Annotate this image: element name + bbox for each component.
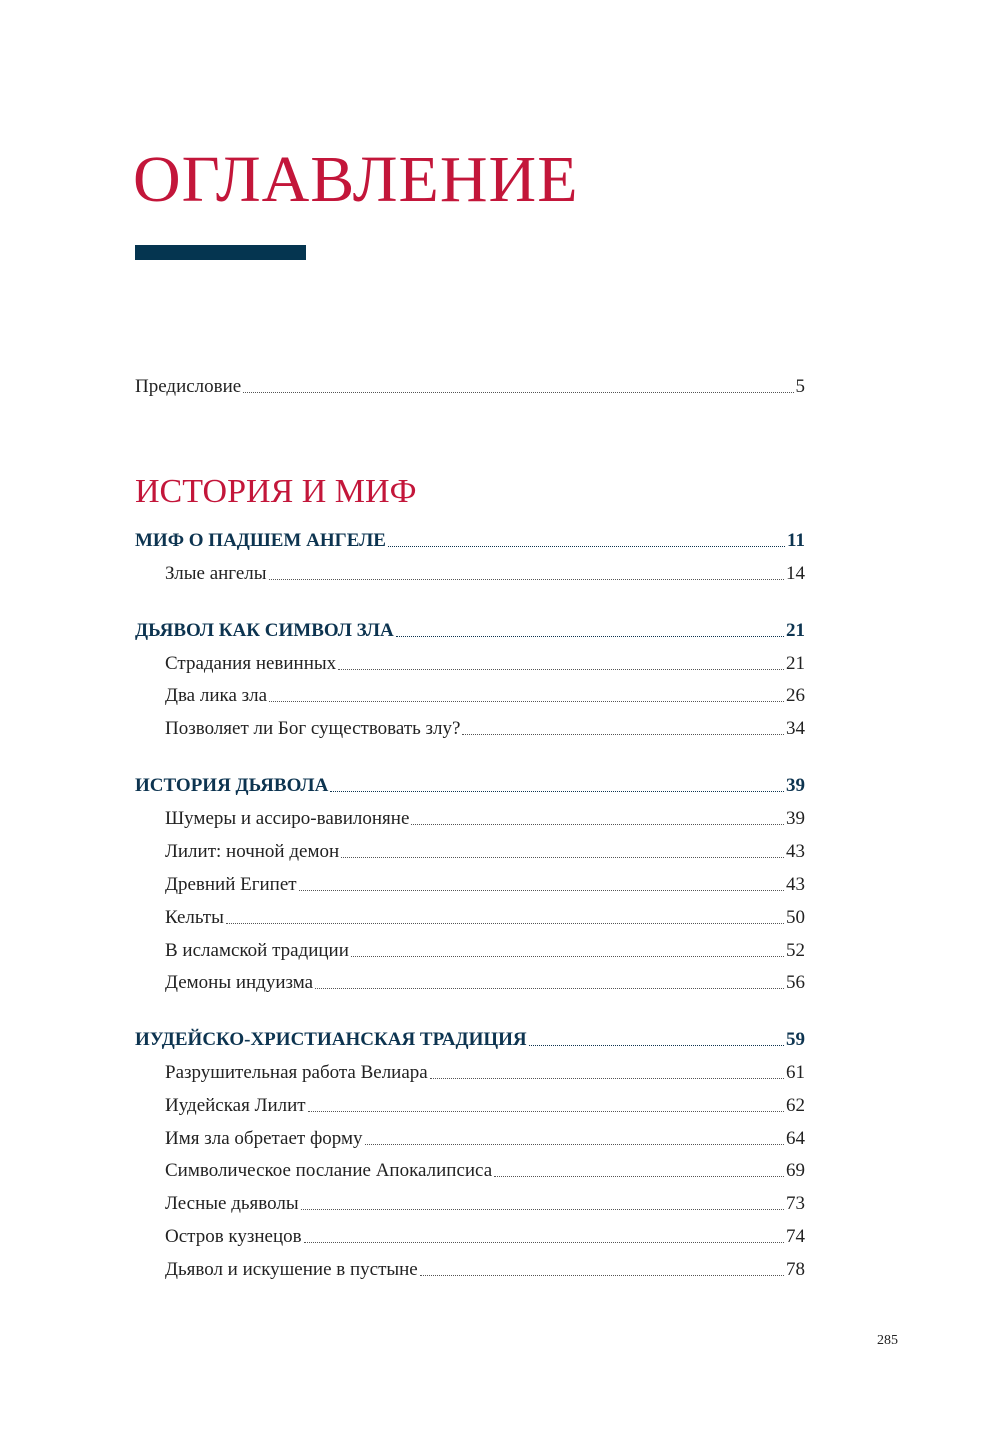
dot-leader bbox=[364, 1144, 784, 1145]
dot-leader bbox=[528, 1045, 784, 1046]
entry-page: 78 bbox=[786, 1259, 805, 1280]
toc-entry[interactable]: Демоны индуизма 56 bbox=[165, 968, 805, 994]
entry-label: ДЬЯВОЛ КАК СИМВОЛ ЗЛА bbox=[135, 620, 394, 641]
entry-page: 69 bbox=[786, 1160, 805, 1181]
accent-bar bbox=[135, 245, 306, 260]
toc-entry[interactable]: Разрушительная работа Велиара 61 bbox=[165, 1058, 805, 1084]
dot-leader bbox=[429, 1078, 784, 1079]
entry-page: 64 bbox=[786, 1128, 805, 1149]
entry-page: 11 bbox=[787, 530, 805, 551]
entry-page: 56 bbox=[786, 972, 805, 993]
entry-label: Иудейская Лилит bbox=[165, 1095, 306, 1116]
entry-page: 21 bbox=[786, 653, 805, 674]
toc-entry[interactable]: Древний Египет 43 bbox=[165, 870, 805, 896]
entry-label: Древний Египет bbox=[165, 874, 297, 895]
entry-page: 43 bbox=[786, 874, 805, 895]
entry-label: Предисловие bbox=[135, 376, 242, 397]
dot-leader bbox=[269, 701, 784, 702]
toc-entry[interactable]: Кельты 50 bbox=[165, 903, 805, 929]
entry-page: 14 bbox=[786, 563, 805, 584]
entry-page: 39 bbox=[786, 775, 805, 796]
entry-label: Кельты bbox=[165, 907, 224, 928]
toc-entry[interactable]: Позволяет ли Бог существовать злу? 34 bbox=[165, 714, 805, 740]
toc-chapter[interactable]: ДЬЯВОЛ КАК СИМВОЛ ЗЛА 21 bbox=[135, 616, 805, 642]
entry-label: Злые ангелы bbox=[165, 563, 267, 584]
entry-page: 61 bbox=[786, 1062, 805, 1083]
dot-leader bbox=[225, 923, 784, 924]
dot-leader bbox=[268, 579, 784, 580]
toc-entry[interactable]: Лесные дьяволы 73 bbox=[165, 1189, 805, 1215]
entry-label: Лесные дьяволы bbox=[165, 1193, 299, 1214]
entry-page: 50 bbox=[786, 907, 805, 928]
entry-page: 73 bbox=[786, 1193, 805, 1214]
section-heading: ИСТОРИЯ И МИФ bbox=[135, 473, 417, 510]
dot-leader bbox=[315, 988, 784, 989]
toc-entry[interactable]: Иудейская Лилит 62 bbox=[165, 1091, 805, 1117]
toc-entry[interactable]: Остров кузнецов 74 bbox=[165, 1222, 805, 1248]
entry-page: 43 bbox=[786, 841, 805, 862]
entry-label: МИФ О ПАДШЕМ АНГЕЛЕ bbox=[135, 530, 386, 551]
dot-leader bbox=[243, 392, 794, 393]
entry-page: 59 bbox=[786, 1029, 805, 1050]
toc-entry[interactable]: В исламской традиции 52 bbox=[165, 936, 805, 962]
page-number: 285 bbox=[877, 1333, 898, 1348]
toc-chapter[interactable]: ИУДЕЙСКО-ХРИСТИАНСКАЯ ТРАДИЦИЯ 59 bbox=[135, 1025, 805, 1051]
entry-label: Имя зла обретает форму bbox=[165, 1128, 363, 1149]
dot-leader bbox=[300, 1209, 784, 1210]
entry-label: Позволяет ли Бог существовать злу? bbox=[165, 718, 461, 739]
page-title: ОГЛАВЛЕНИЕ bbox=[133, 143, 579, 216]
entry-label: Два лика зла bbox=[165, 685, 268, 706]
entry-page: 39 bbox=[786, 808, 805, 829]
entry-page: 52 bbox=[786, 940, 805, 961]
entry-page: 74 bbox=[786, 1226, 805, 1247]
toc-entry[interactable]: Злые ангелы 14 bbox=[165, 559, 805, 585]
dot-leader bbox=[494, 1176, 784, 1177]
dot-leader bbox=[350, 956, 784, 957]
entry-label: ИСТОРИЯ ДЬЯВОЛА bbox=[135, 775, 329, 796]
toc-entry[interactable]: Два лика зла 26 bbox=[165, 681, 805, 707]
entry-label: Шумеры и ассиро-вавилоняне bbox=[165, 808, 410, 829]
toc-entry[interactable]: Дьявол и искушение в пустыне 78 bbox=[165, 1255, 805, 1281]
toc-entry[interactable]: Имя зла обретает форму 64 bbox=[165, 1124, 805, 1150]
dot-leader bbox=[411, 824, 784, 825]
toc-entry[interactable]: Символическое послание Апокалипсиса 69 bbox=[165, 1156, 805, 1182]
toc-entry[interactable]: Шумеры и ассиро-вавилоняне 39 bbox=[165, 804, 805, 830]
entry-label: Демоны индуизма bbox=[165, 972, 314, 993]
dot-leader bbox=[307, 1111, 784, 1112]
dot-leader bbox=[462, 734, 784, 735]
dot-leader bbox=[298, 890, 784, 891]
dot-leader bbox=[303, 1242, 784, 1243]
entry-page: 5 bbox=[795, 376, 806, 397]
toc-entry[interactable]: Страдания невинных 21 bbox=[165, 649, 805, 675]
entry-label: В исламской традиции bbox=[165, 940, 349, 961]
toc-entry-preface[interactable]: Предисловие 5 bbox=[135, 372, 805, 398]
entry-label: Дьявол и искушение в пустыне bbox=[165, 1259, 418, 1280]
dot-leader bbox=[395, 636, 784, 637]
dot-leader bbox=[419, 1275, 784, 1276]
entry-page: 62 bbox=[786, 1095, 805, 1116]
entry-page: 26 bbox=[786, 685, 805, 706]
dot-leader bbox=[330, 791, 784, 792]
toc-chapter[interactable]: ИСТОРИЯ ДЬЯВОЛА 39 bbox=[135, 771, 805, 797]
dot-leader bbox=[341, 857, 784, 858]
dot-leader bbox=[338, 669, 784, 670]
entry-label: Остров кузнецов bbox=[165, 1226, 302, 1247]
entry-label: Страдания невинных bbox=[165, 653, 337, 674]
dot-leader bbox=[387, 546, 786, 547]
toc-entry[interactable]: Лилит: ночной демон 43 bbox=[165, 837, 805, 863]
toc-chapter[interactable]: МИФ О ПАДШЕМ АНГЕЛЕ 11 bbox=[135, 526, 805, 552]
entry-page: 34 bbox=[786, 718, 805, 739]
entry-label: Символическое послание Апокалипсиса bbox=[165, 1160, 493, 1181]
entry-page: 21 bbox=[786, 620, 805, 641]
entry-label: ИУДЕЙСКО-ХРИСТИАНСКАЯ ТРАДИЦИЯ bbox=[135, 1029, 527, 1050]
entry-label: Лилит: ночной демон bbox=[165, 841, 340, 862]
entry-label: Разрушительная работа Велиара bbox=[165, 1062, 428, 1083]
